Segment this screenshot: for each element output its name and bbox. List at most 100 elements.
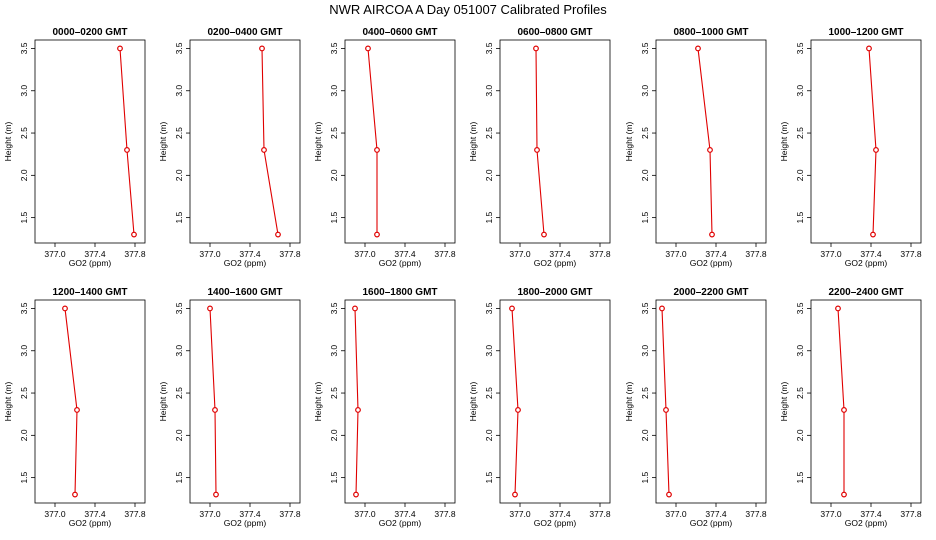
y-tick-label: 3.0 (795, 345, 805, 357)
y-tick-label: 2.0 (19, 169, 29, 181)
x-axis-label: GO2 (ppm) (690, 518, 733, 528)
x-tick-label: 377.4 (549, 249, 571, 259)
data-point (512, 491, 518, 498)
x-axis-label: GO2 (ppm) (845, 518, 888, 528)
data-point (355, 407, 361, 413)
x-tick-label: 377.4 (860, 509, 882, 519)
x-tick-label: 377.8 (900, 509, 922, 519)
y-tick-label: 3.0 (19, 345, 29, 357)
y-tick-label: 1.5 (329, 211, 339, 223)
y-tick-label: 3.0 (640, 345, 650, 357)
plot-frame (344, 299, 456, 504)
y-axis-label: Height (m) (158, 122, 168, 162)
data-point (261, 147, 267, 153)
y-tick-label: 2.0 (640, 169, 650, 181)
x-tick-label: 377.4 (705, 509, 727, 519)
panel-1: 0000–0200 GMT 377.0 377.4 377.8 1.5 2.0 2.5 3.0… (3, 27, 146, 268)
y-tick-label: 3.5 (329, 42, 339, 54)
y-tick-label: 2.0 (484, 429, 494, 441)
profile-line (119, 48, 135, 235)
panel-title: 2200–2400 GMT (828, 287, 903, 298)
y-tick-label: 3.5 (19, 42, 29, 54)
y-axis-label: Height (m) (3, 122, 13, 162)
panel-11: 2000–2200 GMT 377.0 377.4 377.8 1.5 2.0 2.5 3.0… (624, 287, 767, 528)
x-axis-label: GO2 (ppm) (534, 518, 577, 528)
y-tick-label: 2.5 (19, 127, 29, 139)
y-tick-label: 3.5 (484, 302, 494, 314)
panel-title: 0000–0200 GMT (52, 27, 127, 38)
data-point (866, 45, 872, 52)
y-axis-label: Height (m) (624, 382, 634, 422)
plot-frame (499, 39, 611, 244)
x-axis-label: GO2 (ppm) (224, 258, 267, 268)
data-point (659, 305, 665, 312)
data-point (515, 407, 521, 413)
y-tick-label: 2.5 (19, 387, 29, 399)
y-tick-label: 3.5 (795, 302, 805, 314)
y-tick-label: 2.5 (329, 127, 339, 139)
x-tick-label: 377.8 (434, 509, 456, 519)
profile-line (511, 308, 519, 495)
panel-5: 0800–1000 GMT 377.0 377.4 377.8 1.5 2.0 2.5 3.0… (624, 27, 767, 268)
x-tick-label: 377.0 (509, 509, 531, 519)
y-tick-label: 3.0 (329, 345, 339, 357)
panel-title: 1400–1600 GMT (207, 287, 282, 298)
plot-frame (655, 39, 767, 244)
data-point (72, 491, 78, 498)
x-axis-label: GO2 (ppm) (69, 518, 112, 528)
plot-frame (655, 299, 767, 504)
y-tick-label: 3.0 (19, 85, 29, 97)
data-point (275, 231, 281, 238)
y-axis-label: Height (m) (468, 122, 478, 162)
x-tick-label: 377.8 (589, 249, 611, 259)
panel-title: 1000–1200 GMT (828, 27, 903, 38)
y-tick-label: 1.5 (174, 211, 184, 223)
x-tick-label: 377.0 (199, 509, 221, 519)
plot-frame (810, 299, 922, 504)
x-tick-label: 377.0 (44, 249, 66, 259)
profile-line (661, 308, 670, 495)
x-tick-label: 377.0 (354, 509, 376, 519)
y-tick-label: 2.5 (795, 387, 805, 399)
y-tick-label: 2.5 (174, 387, 184, 399)
y-tick-label: 3.5 (174, 302, 184, 314)
y-axis-label: Height (m) (313, 382, 323, 422)
profile-line (868, 48, 877, 235)
profile-line (354, 308, 359, 495)
plot-frame (189, 299, 301, 504)
x-tick-label: 377.0 (820, 249, 842, 259)
x-tick-label: 377.4 (860, 249, 882, 259)
data-point (353, 491, 359, 498)
y-tick-label: 2.5 (640, 127, 650, 139)
x-tick-label: 377.4 (84, 249, 106, 259)
profile-line (209, 308, 217, 495)
x-axis-label: GO2 (ppm) (224, 518, 267, 528)
profile-line (837, 308, 845, 495)
x-tick-label: 377.4 (394, 249, 416, 259)
panel-title: 0600–0800 GMT (517, 27, 592, 38)
x-tick-label: 377.4 (394, 509, 416, 519)
x-tick-label: 377.8 (745, 509, 767, 519)
y-tick-label: 3.0 (484, 345, 494, 357)
plot-frame (34, 299, 146, 504)
y-tick-label: 2.0 (795, 429, 805, 441)
y-tick-label: 3.5 (640, 42, 650, 54)
panel-title: 1200–1400 GMT (52, 287, 127, 298)
panel-10: 1800–2000 GMT 377.0 377.4 377.8 1.5 2.0 2.5 3.0… (468, 287, 611, 528)
y-tick-label: 3.0 (174, 345, 184, 357)
data-point (709, 231, 715, 238)
panel-9: 1600–1800 GMT 377.0 377.4 377.8 1.5 2.0 2.5 3.0… (313, 287, 456, 528)
data-point (541, 231, 547, 238)
y-tick-label: 2.0 (795, 169, 805, 181)
data-point (835, 305, 841, 312)
y-axis-label: Height (m) (779, 382, 789, 422)
y-tick-label: 2.5 (174, 127, 184, 139)
y-tick-label: 1.5 (19, 471, 29, 483)
data-point (695, 45, 701, 52)
data-point (124, 147, 130, 153)
profile-line (367, 48, 378, 235)
x-axis-label: GO2 (ppm) (845, 258, 888, 268)
data-point (873, 147, 879, 153)
x-axis-label: GO2 (ppm) (69, 258, 112, 268)
